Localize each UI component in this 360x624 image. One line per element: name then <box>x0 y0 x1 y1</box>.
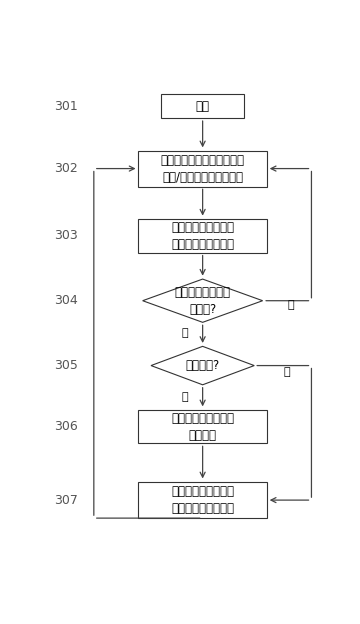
Text: 开始: 开始 <box>195 100 210 112</box>
Text: 304: 304 <box>54 294 78 307</box>
Text: 否: 否 <box>287 301 294 311</box>
Text: 302: 302 <box>54 162 78 175</box>
Text: 某道路车流过大存
在拥堵?: 某道路车流过大存 在拥堵? <box>175 286 231 316</box>
Bar <box>139 219 267 253</box>
Text: 定期读取监控服务器车流量
数据/接收服务器车流警报: 定期读取监控服务器车流量 数据/接收服务器车流警报 <box>161 154 245 183</box>
Text: 自动调整?: 自动调整? <box>185 359 220 372</box>
Bar <box>139 150 267 187</box>
Text: 303: 303 <box>54 230 78 242</box>
Bar <box>139 410 267 444</box>
Text: 是: 是 <box>283 367 290 377</box>
Bar <box>161 94 244 118</box>
Text: 否: 否 <box>181 392 188 402</box>
Bar <box>139 482 267 518</box>
Text: 306: 306 <box>54 420 78 433</box>
Polygon shape <box>143 279 263 323</box>
Text: 向拥堵车道潮汐控制
器发送车道调整指令: 向拥堵车道潮汐控制 器发送车道调整指令 <box>171 485 234 515</box>
Polygon shape <box>151 346 254 385</box>
Text: 305: 305 <box>54 359 78 372</box>
Text: 向交通管理部门发送
警报信息: 向交通管理部门发送 警报信息 <box>171 412 234 442</box>
Text: 是: 是 <box>181 328 188 338</box>
Text: 301: 301 <box>54 100 78 112</box>
Text: 307: 307 <box>54 494 78 507</box>
Text: 实时向交通管理部门
发送车流量情况信息: 实时向交通管理部门 发送车流量情况信息 <box>171 221 234 251</box>
